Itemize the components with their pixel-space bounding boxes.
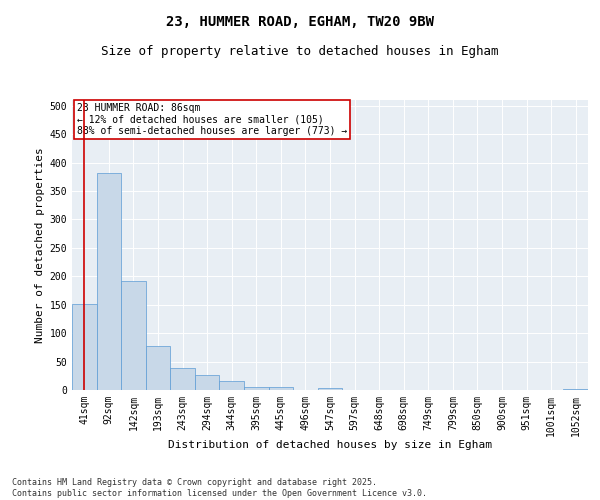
Bar (244, 386, 269, 390)
Text: Contains HM Land Registry data © Crown copyright and database right 2025.
Contai: Contains HM Land Registry data © Crown c… (12, 478, 427, 498)
Bar (146, 346, 170, 390)
X-axis label: Distribution of detached houses by size in Egham: Distribution of detached houses by size … (168, 440, 492, 450)
Bar (170, 368, 195, 390)
Bar (318, 388, 342, 390)
Bar (121, 281, 146, 390)
Bar (72, 304, 97, 390)
Bar (269, 387, 293, 390)
Bar (220, 382, 244, 390)
Text: Size of property relative to detached houses in Egham: Size of property relative to detached ho… (101, 45, 499, 58)
Text: 23 HUMMER ROAD: 86sqm
← 12% of detached houses are smaller (105)
88% of semi-det: 23 HUMMER ROAD: 86sqm ← 12% of detached … (77, 103, 347, 136)
Bar (563, 389, 588, 390)
Bar (195, 374, 220, 390)
Bar (97, 174, 121, 390)
Y-axis label: Number of detached properties: Number of detached properties (35, 147, 46, 343)
Text: 23, HUMMER ROAD, EGHAM, TW20 9BW: 23, HUMMER ROAD, EGHAM, TW20 9BW (166, 15, 434, 29)
